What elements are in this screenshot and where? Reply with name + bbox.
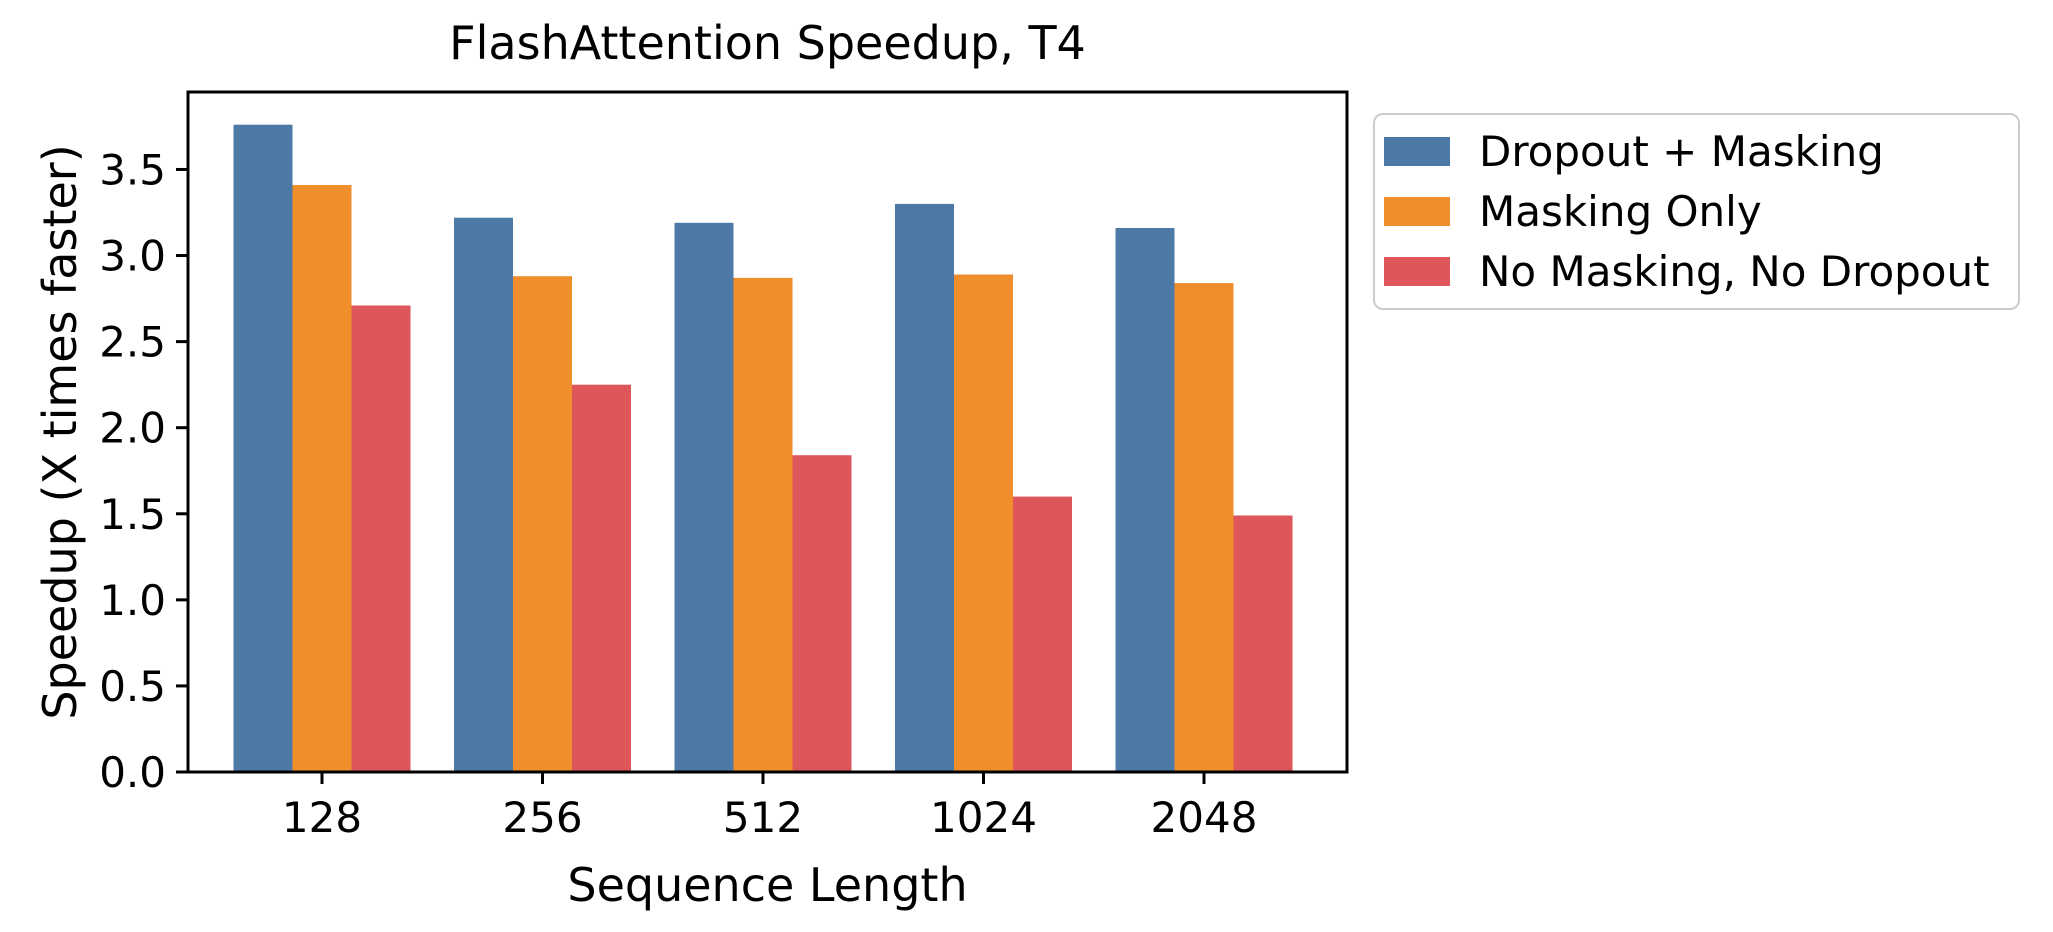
bar-512-series-0 bbox=[674, 222, 734, 773]
y-tick-label: 1.5 bbox=[99, 490, 166, 539]
bar-128-series-2 bbox=[351, 305, 411, 772]
bar-1024-series-2 bbox=[1013, 496, 1072, 772]
legend-swatch-dropout-masking bbox=[1384, 136, 1450, 166]
legend-item: Masking Only bbox=[1384, 181, 2018, 241]
bar-256-series-2 bbox=[572, 384, 631, 772]
y-tick-label: 0.5 bbox=[99, 662, 166, 711]
legend: Dropout + Masking Masking Only No Maskin… bbox=[1373, 113, 2020, 310]
bar-2048-series-2 bbox=[1233, 515, 1293, 772]
y-tick-label: 1.0 bbox=[99, 576, 166, 625]
chart-title: FlashAttention Speedup, T4 bbox=[449, 16, 1086, 70]
bar-256-series-1 bbox=[513, 276, 572, 772]
x-tick-label: 2048 bbox=[1151, 793, 1258, 842]
bar-1024-series-0 bbox=[895, 203, 954, 772]
legend-label: No Masking, No Dropout bbox=[1479, 247, 1990, 297]
bar-128-series-1 bbox=[292, 185, 352, 772]
y-tick-label: 3.0 bbox=[99, 232, 166, 281]
bar-256-series-0 bbox=[454, 217, 513, 772]
x-tick-label: 512 bbox=[723, 793, 803, 842]
axes-frame bbox=[186, 90, 1349, 774]
bar-128-series-0 bbox=[233, 124, 293, 772]
bar-512-series-1 bbox=[733, 277, 793, 772]
x-tick-label: 256 bbox=[502, 793, 582, 842]
y-tick-label: 2.0 bbox=[99, 404, 166, 453]
x-tick-label: 1024 bbox=[930, 793, 1037, 842]
bar-2048-series-1 bbox=[1174, 283, 1234, 772]
bar-512-series-2 bbox=[792, 455, 852, 772]
bar-1024-series-1 bbox=[954, 274, 1013, 772]
legend-item: No Masking, No Dropout bbox=[1384, 242, 2018, 302]
legend-item: Dropout + Masking bbox=[1384, 121, 2018, 181]
x-axis-label: Sequence Length bbox=[567, 858, 968, 912]
legend-swatch-no-masking-no-dropout bbox=[1384, 257, 1450, 287]
y-tick-label: 2.5 bbox=[99, 318, 166, 367]
bar-2048-series-0 bbox=[1115, 228, 1175, 772]
y-tick-label: 3.5 bbox=[99, 145, 166, 194]
legend-swatch-masking-only bbox=[1384, 196, 1450, 226]
y-tick-label: 0.0 bbox=[99, 748, 166, 797]
legend-label: Masking Only bbox=[1479, 186, 1762, 236]
legend-label: Dropout + Masking bbox=[1479, 126, 1884, 176]
x-tick-label: 128 bbox=[282, 793, 362, 842]
